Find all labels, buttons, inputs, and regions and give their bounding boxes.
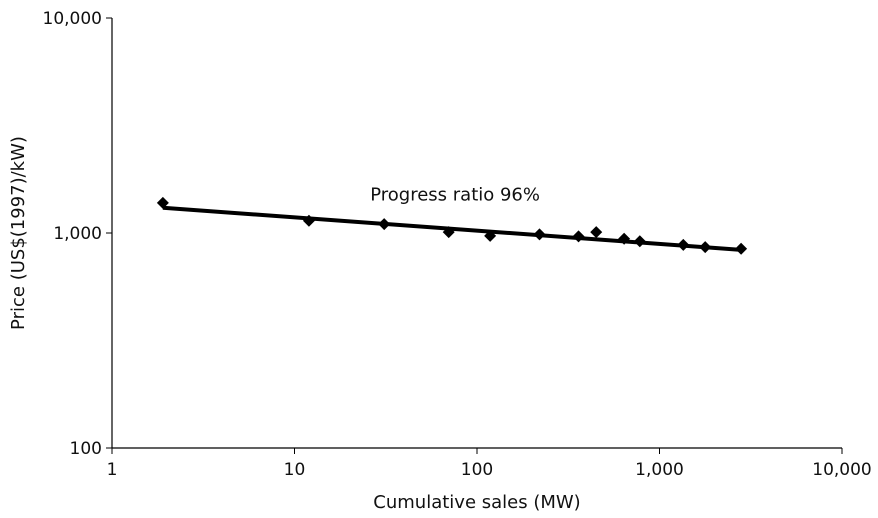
data-point-marker <box>699 241 712 254</box>
y-tick-label: 1,000 <box>53 224 102 244</box>
ticks-layer: 1 10 100 1,000 10,000 100 1,000 10,000 <box>43 9 872 480</box>
y-axis-title: Price (US$(1997)/kW) <box>8 136 29 330</box>
points-layer <box>156 196 748 255</box>
annotation-progress-ratio: Progress ratio 96% <box>370 184 540 205</box>
x-tick-label: 100 <box>461 460 493 480</box>
x-tick-label: 1 <box>107 460 118 480</box>
x-axis-title: Cumulative sales (MW) <box>373 492 580 513</box>
x-tick-label: 10 <box>284 460 306 480</box>
data-point-marker <box>156 196 169 209</box>
data-point-marker <box>677 238 690 251</box>
data-point-marker <box>618 232 631 245</box>
x-tick-label: 1,000 <box>635 460 684 480</box>
data-point-marker <box>735 242 748 255</box>
data-point-marker <box>442 226 455 239</box>
y-tick-label: 10,000 <box>43 9 102 29</box>
data-point-marker <box>590 226 603 239</box>
data-point-marker <box>633 235 646 248</box>
trend-line <box>162 205 742 252</box>
data-point-marker <box>302 214 315 227</box>
data-point-marker <box>378 218 391 231</box>
y-tick-label: 100 <box>70 439 102 459</box>
data-point-marker <box>572 230 585 243</box>
x-tick-label: 10,000 <box>812 460 871 480</box>
data-point-marker <box>533 228 546 241</box>
data-point-marker <box>484 229 497 242</box>
